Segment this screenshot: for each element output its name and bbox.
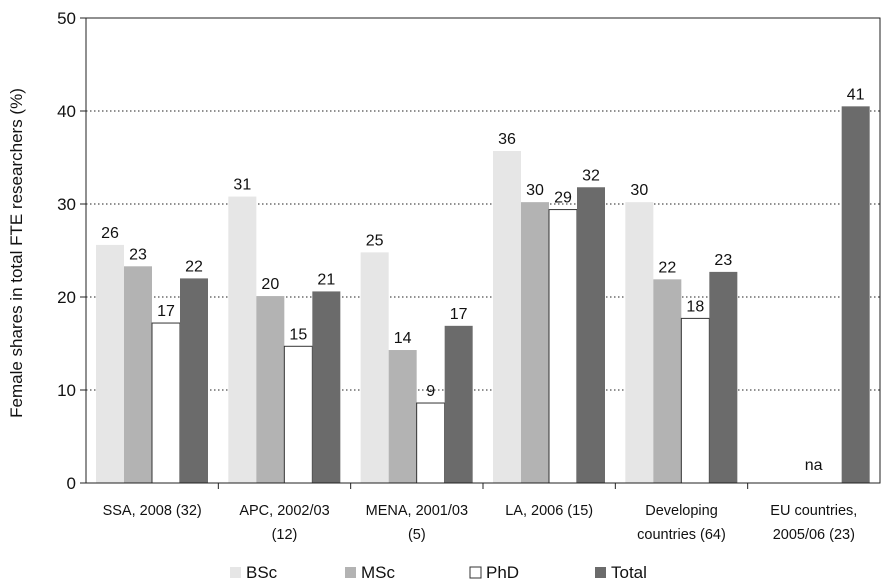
legend-swatch-phd bbox=[469, 566, 482, 579]
bar-bsc bbox=[96, 244, 124, 483]
y-tick-label: 10 bbox=[57, 381, 76, 400]
gridlines bbox=[86, 110, 880, 391]
bar-msc bbox=[521, 202, 549, 483]
bar-phd bbox=[283, 345, 313, 484]
legend-label-bsc: BSc bbox=[246, 563, 278, 582]
y-tick-label: 20 bbox=[57, 288, 76, 307]
x-category-label: 2005/06 (23) bbox=[773, 527, 855, 543]
bar-msc bbox=[653, 279, 682, 483]
bar-total bbox=[577, 187, 605, 483]
bar-bsc bbox=[493, 150, 521, 484]
bar-msc bbox=[256, 296, 285, 483]
y-tick-label: 50 bbox=[57, 9, 76, 28]
x-category-label: EU countries, bbox=[770, 503, 857, 519]
data-label: 23 bbox=[129, 246, 147, 263]
x-category-label: (12) bbox=[272, 527, 298, 543]
data-label: 18 bbox=[686, 298, 704, 315]
bar-total bbox=[709, 271, 738, 483]
bar-msc bbox=[388, 350, 417, 483]
bar-total bbox=[841, 106, 870, 483]
x-category-label: LA, 2006 (15) bbox=[505, 503, 593, 519]
y-tick-labels: 0 10 20 30 40 50 bbox=[57, 9, 76, 493]
bar-phd bbox=[151, 322, 181, 484]
bar-total bbox=[444, 325, 473, 483]
bar-phd bbox=[548, 209, 578, 484]
data-label: 22 bbox=[185, 258, 203, 275]
y-tick-label: 0 bbox=[67, 474, 76, 493]
x-category-label: MENA, 2001/03 bbox=[366, 503, 468, 519]
x-category-label: countries (64) bbox=[637, 527, 726, 543]
data-label: 32 bbox=[582, 167, 600, 184]
bar-total bbox=[312, 291, 341, 483]
data-label: 29 bbox=[554, 190, 572, 207]
x-category-label: Developing bbox=[645, 503, 718, 519]
bar-bsc bbox=[228, 196, 257, 483]
data-label: 30 bbox=[630, 182, 648, 199]
x-category-label: APC, 2002/03 bbox=[239, 503, 329, 519]
x-category-labels: SSA, 2008 (32) APC, 2002/03 (12) MENA, 2001… bbox=[103, 503, 858, 543]
bar-bsc bbox=[625, 202, 654, 483]
y-tick-label: 30 bbox=[57, 195, 76, 214]
data-label: 25 bbox=[366, 232, 384, 249]
legend-swatch-msc bbox=[345, 567, 356, 578]
data-label: 21 bbox=[317, 271, 335, 288]
data-label: 15 bbox=[289, 326, 307, 343]
x-category-label: (5) bbox=[408, 527, 426, 543]
data-label: 14 bbox=[394, 330, 412, 347]
legend: BSc MSc PhD Total bbox=[230, 563, 647, 582]
data-label: 23 bbox=[714, 252, 732, 269]
data-label: 17 bbox=[157, 303, 175, 320]
legend-label-total: Total bbox=[611, 563, 647, 582]
y-tick-label: 40 bbox=[57, 102, 76, 121]
data-label: 36 bbox=[498, 131, 516, 148]
bar-total bbox=[180, 278, 208, 483]
data-label: 17 bbox=[450, 306, 468, 323]
y-axis-title: Female shares in total FTE researchers (… bbox=[7, 88, 26, 418]
data-label: 26 bbox=[101, 225, 119, 242]
bar-phd bbox=[416, 402, 446, 484]
legend-label-msc: MSc bbox=[361, 563, 396, 582]
na-annotation: na bbox=[805, 457, 823, 474]
x-category-label: SSA, 2008 (32) bbox=[103, 503, 202, 519]
data-labels: 26 23 17 22 31 20 15 21 25 14 9 17 36 30 29 32 30 22 18 23 4… bbox=[101, 86, 865, 474]
data-label: 31 bbox=[233, 177, 251, 194]
legend-swatch-total bbox=[595, 567, 606, 578]
bar-msc bbox=[124, 266, 152, 483]
bar-phd bbox=[680, 317, 710, 484]
data-label: 20 bbox=[261, 276, 279, 293]
data-label: 41 bbox=[847, 86, 865, 103]
bar-bsc bbox=[360, 252, 389, 483]
legend-swatch-bsc bbox=[230, 567, 241, 578]
bars bbox=[96, 106, 870, 484]
data-label: 9 bbox=[426, 383, 435, 400]
axes bbox=[80, 17, 881, 489]
data-label: 30 bbox=[526, 182, 544, 199]
legend-label-phd: PhD bbox=[486, 563, 519, 582]
data-label: 22 bbox=[658, 259, 676, 276]
